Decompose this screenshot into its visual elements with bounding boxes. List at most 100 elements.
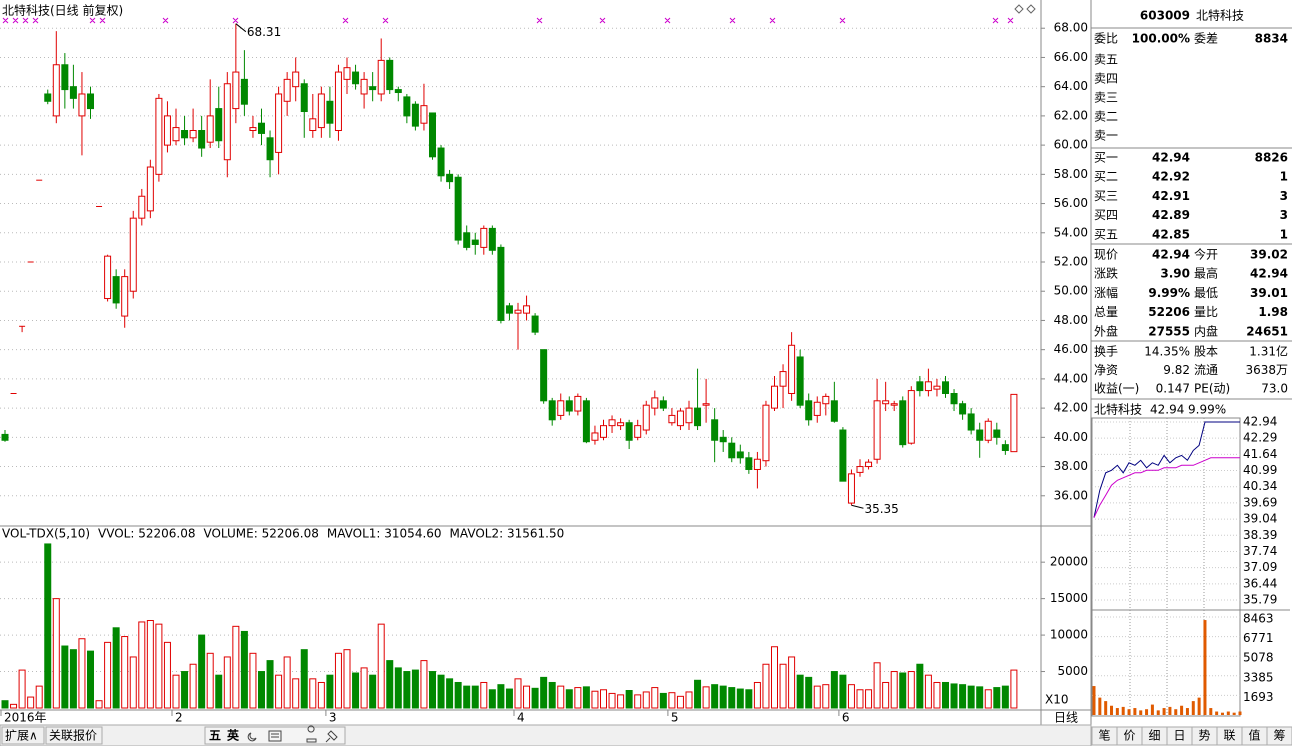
candle-body — [574, 395, 582, 412]
volume-bar — [1001, 685, 1009, 709]
candle-body — [420, 105, 428, 124]
y-tick-label: 64.00 — [1054, 79, 1088, 93]
volume-bar — [394, 667, 402, 709]
tab-label[interactable]: 笔 — [1098, 728, 1110, 743]
fundamental-value: 0.147 — [1156, 382, 1190, 396]
candle-body — [1010, 393, 1018, 453]
volume-bar — [822, 684, 830, 709]
candle-body — [505, 305, 513, 314]
volume-bar — [634, 694, 642, 709]
volume-bar — [454, 681, 462, 709]
tab-label[interactable]: 价 — [1123, 729, 1135, 743]
volume-bar — [719, 685, 727, 709]
candle-body — [488, 227, 496, 251]
intraday-volume-bar — [1145, 709, 1149, 715]
bid-volume: 1 — [1280, 227, 1288, 241]
candle-body — [232, 71, 240, 110]
candle-body — [984, 420, 992, 441]
fundamental-value: 14.35% — [1144, 345, 1190, 359]
volume-bar — [411, 669, 419, 709]
fundamental-label: 股本 — [1194, 345, 1218, 359]
tab-label[interactable]: 值 — [1248, 728, 1260, 743]
volume-bar — [360, 667, 368, 709]
stat-value: 1.98 — [1258, 305, 1288, 319]
volume-bar — [702, 686, 710, 709]
candle-body — [719, 436, 727, 443]
ime-button[interactable]: 英 — [227, 728, 240, 743]
candle-body — [463, 232, 471, 248]
volume-bar — [488, 689, 496, 709]
candle-body — [942, 381, 949, 395]
volume-bar — [916, 663, 924, 709]
y-tick-label: 6771 — [1243, 631, 1274, 645]
tab-label[interactable]: 细 — [1148, 729, 1160, 743]
volume-bar — [847, 684, 855, 709]
ask-label: 卖五 — [1094, 53, 1118, 67]
intraday-line — [1093, 421, 1240, 518]
fundamental-label: 流通 — [1194, 363, 1218, 377]
candle-body — [788, 344, 796, 395]
volume-bar — [446, 678, 454, 709]
candle-body — [437, 147, 445, 177]
candle-body — [258, 122, 265, 134]
candle-body — [625, 422, 633, 441]
volume-bar — [933, 681, 941, 709]
y-tick-label: 42.29 — [1243, 431, 1277, 445]
candle-body — [608, 419, 616, 427]
volume-bar — [215, 674, 223, 709]
stat-value: 27555 — [1148, 324, 1190, 338]
intraday-volume-bar — [1220, 712, 1224, 715]
tab-label[interactable]: 筹 — [1273, 729, 1285, 743]
candle-body — [514, 309, 522, 314]
tab-label[interactable]: 日 — [1173, 729, 1185, 743]
y-tick-label: 40.99 — [1243, 463, 1277, 477]
ask-label: 卖二 — [1094, 110, 1118, 124]
low-annotation: 35.35 — [864, 502, 898, 516]
volume-bar — [813, 685, 821, 709]
candle-body — [309, 118, 317, 132]
date-label: 6 — [842, 711, 850, 725]
volume-bar — [155, 623, 163, 709]
stat-label: 今开 — [1194, 247, 1218, 262]
y-tick-label: 40.34 — [1243, 479, 1277, 493]
candle-body — [326, 100, 334, 124]
candle-body — [736, 451, 744, 459]
y-tick-label: 56.00 — [1054, 196, 1088, 210]
toolbar-button-label[interactable]: 关联报价 — [49, 728, 97, 743]
volume-bar — [899, 672, 907, 709]
intraday-change: 9.99% — [1188, 403, 1226, 417]
candle-body — [873, 400, 881, 460]
volume-bar — [52, 598, 60, 709]
volume-bar — [830, 671, 838, 709]
tab[interactable] — [1266, 726, 1292, 746]
ime-button[interactable]: 五 — [209, 729, 221, 743]
volume-bar — [317, 681, 325, 709]
volume-bar — [352, 672, 360, 709]
intraday-volume-bar — [1104, 701, 1108, 715]
volume-bar — [266, 660, 274, 709]
y-tick-label: 66.00 — [1054, 50, 1088, 64]
volume-bar — [181, 671, 189, 709]
volume-bar — [463, 685, 471, 709]
candle-body — [215, 108, 223, 142]
stat-value: 42.94 — [1250, 267, 1288, 281]
y-tick-label: 5000 — [1057, 664, 1088, 678]
intraday-volume-bar — [1168, 706, 1172, 715]
tab-label[interactable]: 联 — [1223, 729, 1235, 743]
stat-value: 3.90 — [1160, 267, 1190, 281]
toolbar-button[interactable] — [45, 726, 103, 745]
toolbar-button-label[interactable]: 扩展∧ — [5, 729, 38, 743]
y-tick-label: 1693 — [1243, 690, 1274, 704]
tab-label[interactable]: 势 — [1198, 729, 1210, 743]
toolbar-button[interactable] — [1, 726, 45, 745]
volume-bar — [258, 671, 265, 709]
volume-bar — [676, 695, 684, 709]
volume-bar — [1, 700, 9, 709]
volume-bar — [386, 660, 394, 709]
candle-body — [266, 137, 274, 161]
volume-bar — [10, 703, 18, 709]
volume-bar — [625, 690, 633, 709]
intraday-frame — [1091, 417, 1241, 717]
candle-body — [822, 395, 830, 405]
volume-bar — [642, 691, 650, 709]
